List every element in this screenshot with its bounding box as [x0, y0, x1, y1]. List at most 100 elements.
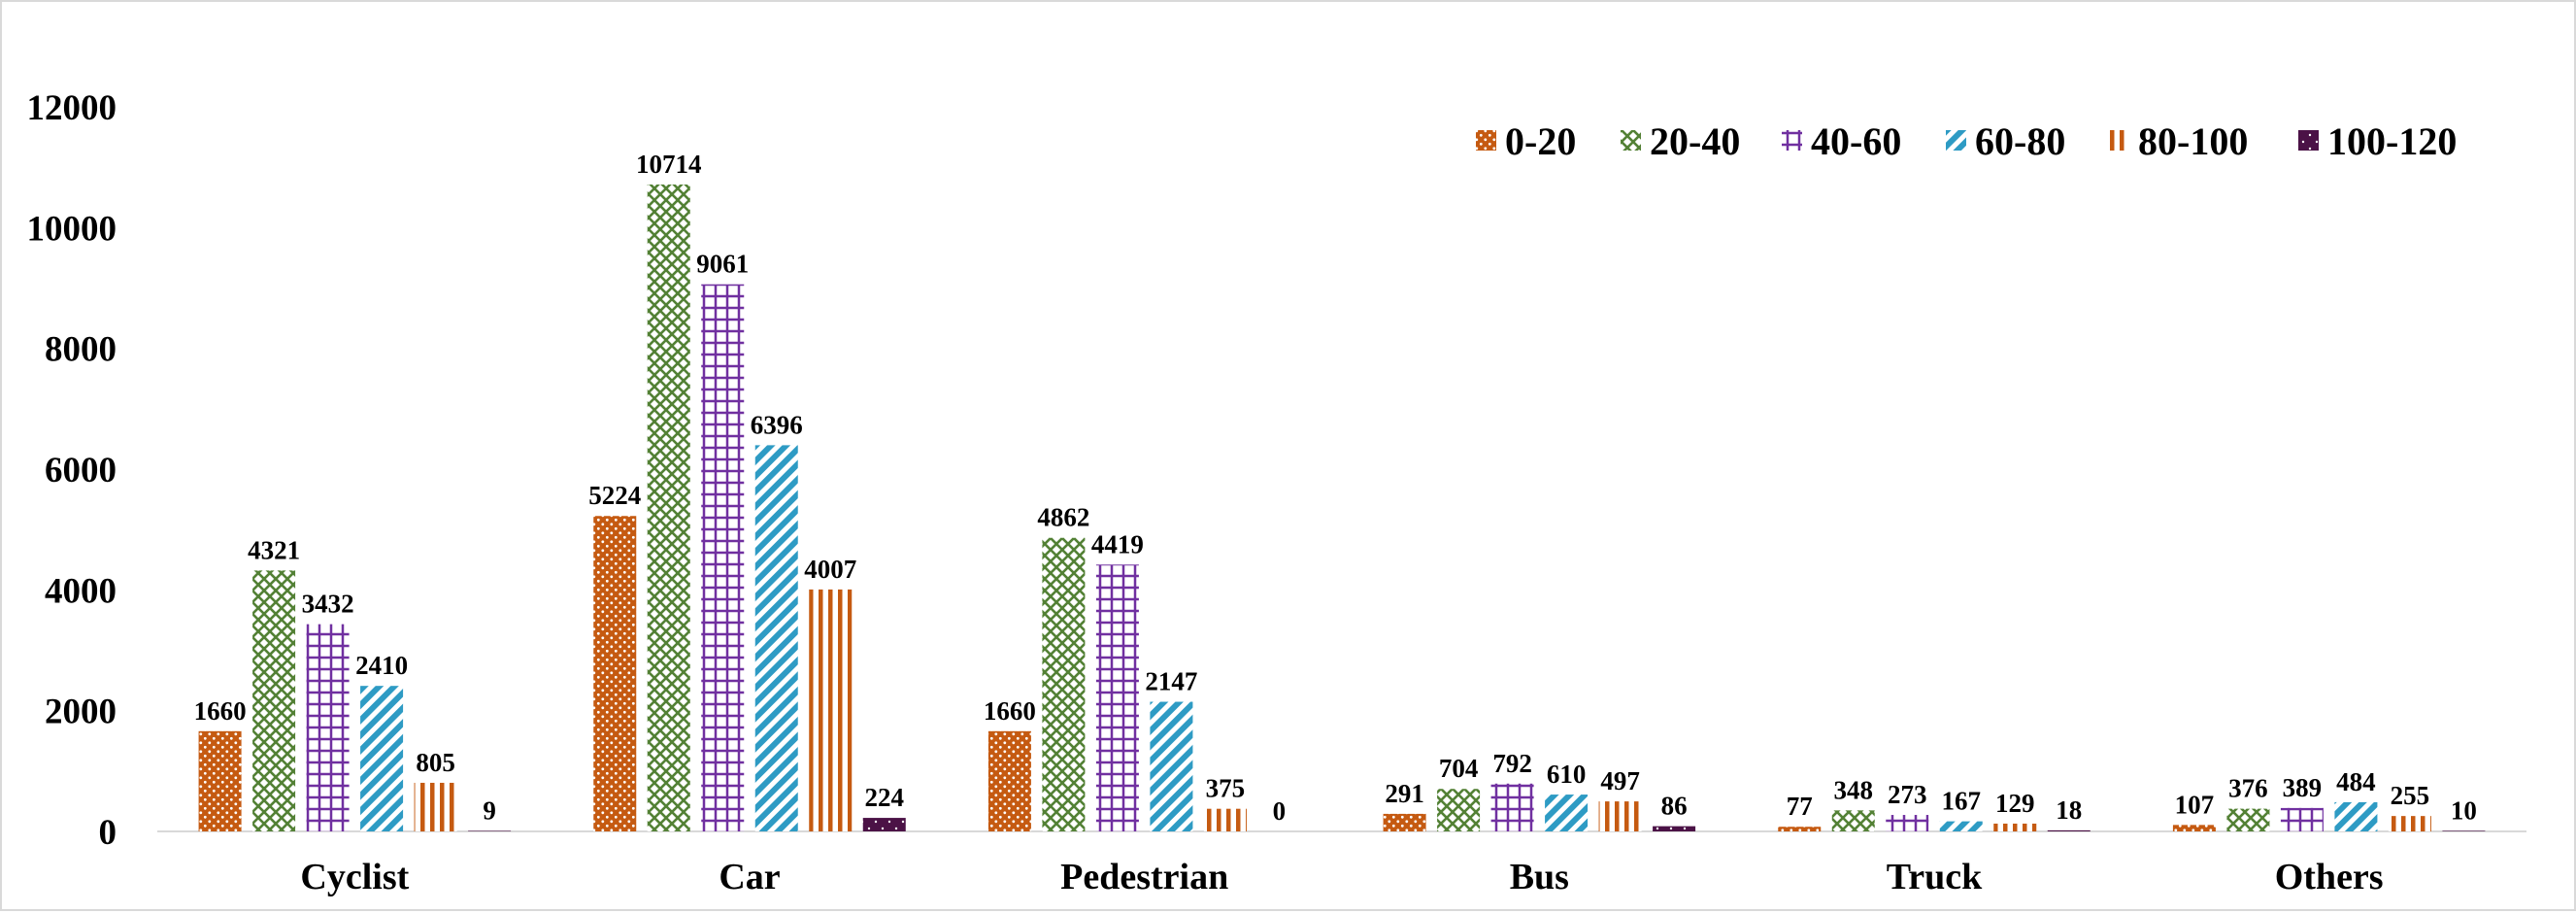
y-tick-label: 2000 [45, 693, 117, 732]
data-label: 18 [2056, 795, 2082, 825]
data-label: 255 [2391, 781, 2430, 810]
bar-40-60 [1886, 815, 1929, 831]
data-label: 792 [1492, 749, 1532, 778]
legend-label: 0-20 [1505, 119, 1576, 163]
legend-swatch-100-120 [2298, 130, 2319, 151]
bar-80-100 [809, 589, 853, 831]
data-label: 291 [1385, 779, 1424, 808]
bar-60-80 [1939, 821, 1983, 831]
category-label: Bus [1510, 857, 1569, 897]
legend-swatch-80-100 [2109, 130, 2129, 151]
data-label: 6396 [751, 410, 803, 439]
bar-40-60 [701, 284, 745, 831]
bar-60-80 [1545, 795, 1589, 831]
data-label: 2410 [355, 651, 408, 680]
data-label: 9 [483, 795, 496, 825]
y-tick-label: 6000 [45, 451, 117, 490]
bar-100-120 [862, 818, 906, 831]
data-label: 86 [1661, 792, 1688, 821]
data-label: 4862 [1037, 503, 1089, 532]
data-label: 389 [2283, 773, 2323, 802]
bar-40-60 [306, 624, 350, 831]
bar-20-40 [252, 570, 296, 831]
bar-60-80 [754, 445, 798, 831]
data-label: 4321 [248, 535, 300, 564]
legend-label: 60-80 [1975, 119, 2065, 163]
legend-label: 80-100 [2138, 119, 2248, 163]
y-axis-tick-labels: 0 2000 4000 6000 8000 10000 12000 [27, 88, 117, 853]
legend: 0-20 20-40 40-60 60-80 80-100 100-120 [1476, 119, 2457, 163]
bar-60-80 [1150, 701, 1193, 831]
legend-label: 100-120 [2327, 119, 2457, 163]
bar-0-20 [593, 516, 637, 831]
data-label: 2147 [1145, 667, 1197, 696]
bar-40-60 [1095, 564, 1139, 831]
bar-100-120 [1653, 826, 1696, 831]
data-label: 9061 [696, 250, 749, 279]
category-label: Others [2275, 857, 2384, 897]
data-label: 4007 [804, 555, 856, 584]
y-tick-label: 4000 [45, 571, 117, 611]
bar-60-80 [2334, 801, 2378, 831]
bar-0-20 [2172, 825, 2216, 831]
bar-60-80 [360, 686, 404, 831]
legend-label: 20-40 [1650, 119, 1740, 163]
data-label: 77 [1787, 792, 1813, 821]
data-label: 224 [865, 783, 905, 812]
data-label: 805 [416, 748, 455, 777]
bar-40-60 [2280, 807, 2324, 831]
data-label: 610 [1547, 760, 1587, 789]
category-label: Cyclist [300, 857, 409, 897]
bar-20-40 [2226, 808, 2270, 831]
bar-80-100 [1993, 823, 2037, 831]
bar-0-20 [1778, 827, 1822, 831]
legend-label: 40-60 [1811, 119, 1901, 163]
bar-80-100 [1598, 801, 1642, 831]
data-label: 497 [1600, 766, 1640, 795]
data-label: 704 [1439, 754, 1479, 783]
bar-0-20 [987, 730, 1031, 831]
data-label: 129 [1995, 789, 2035, 818]
data-label: 1660 [984, 696, 1036, 726]
bar-0-20 [1383, 813, 1426, 831]
y-tick-label: 10000 [27, 209, 117, 249]
data-label: 348 [1834, 775, 1874, 804]
legend-swatch-60-80 [1946, 130, 1966, 151]
y-tick-label: 8000 [45, 330, 117, 370]
bar-80-100 [414, 782, 457, 831]
bar-20-40 [1042, 537, 1086, 831]
bar-40-60 [1490, 783, 1534, 831]
y-tick-label: 12000 [27, 88, 117, 128]
bars-layer [198, 184, 2486, 831]
data-label: 376 [2228, 774, 2268, 803]
bar-80-100 [1203, 808, 1247, 831]
data-label: 3432 [302, 590, 354, 619]
legend-swatch-0-20 [1476, 130, 1496, 151]
data-label: 107 [2175, 790, 2215, 819]
bar-20-40 [1437, 789, 1481, 831]
category-label: Pedestrian [1060, 857, 1228, 897]
data-label: 0 [1273, 796, 1287, 826]
category-label: Car [719, 857, 780, 897]
data-label: 1660 [194, 696, 247, 726]
data-label: 4419 [1091, 529, 1144, 558]
bar-20-40 [1831, 810, 1875, 831]
bar-100-120 [468, 830, 512, 831]
bar-80-100 [2388, 816, 2431, 831]
legend-swatch-40-60 [1782, 130, 1802, 151]
data-label: 273 [1888, 780, 1927, 809]
data-label: 10 [2451, 795, 2477, 825]
x-axis-category-labels: Cyclist Car Pedestrian Bus Truck Others [300, 857, 2383, 897]
data-label: 10714 [636, 150, 702, 179]
bar-20-40 [647, 184, 690, 831]
legend-swatch-20-40 [1621, 130, 1641, 151]
bar-100-120 [2442, 830, 2486, 831]
data-label: 167 [1942, 787, 1982, 816]
data-label: 5224 [588, 481, 641, 510]
y-tick-label: 0 [99, 813, 117, 853]
data-label: 484 [2336, 767, 2376, 796]
category-label: Truck [1887, 857, 1983, 897]
